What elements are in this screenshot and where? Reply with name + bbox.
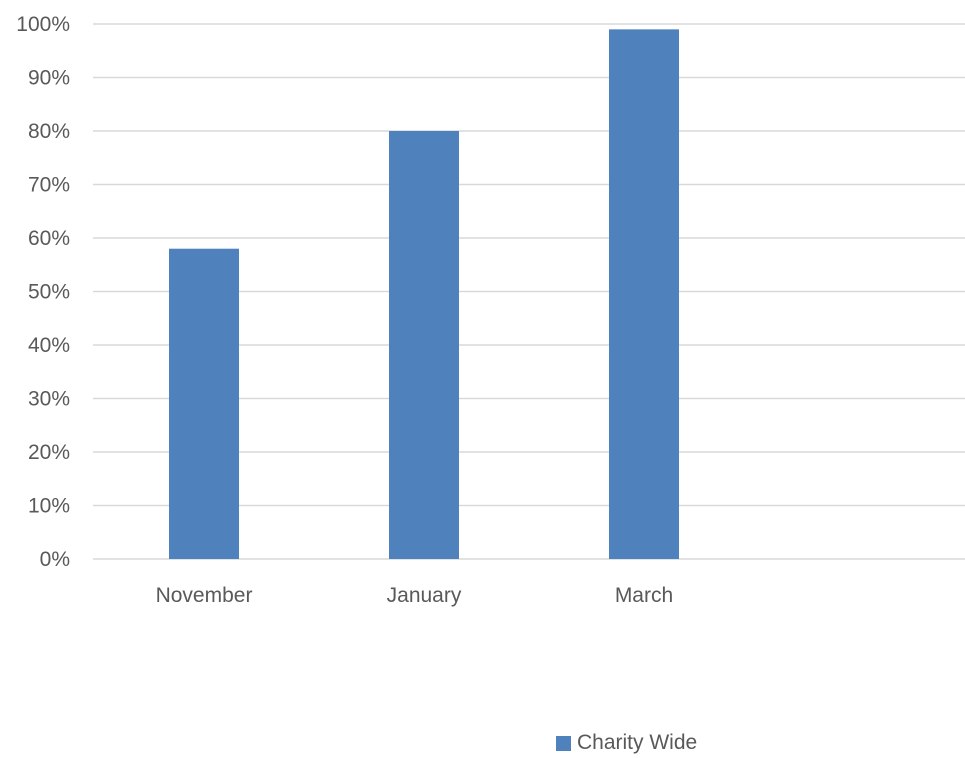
legend: Charity Wide [556, 732, 697, 754]
bar-march [609, 29, 679, 560]
y-tick-label: 50% [28, 281, 70, 304]
y-tick-label: 60% [28, 227, 70, 250]
y-tick-label: 0% [40, 548, 70, 571]
y-tick-label: 70% [28, 174, 70, 197]
legend-label-charity-wide: Charity Wide [577, 731, 698, 754]
bar-january [389, 131, 459, 559]
x-tick-label: January [387, 584, 462, 607]
x-tick-label: March [615, 584, 673, 607]
bar-chart: 0% 10% 20% 30% 40% 50% 60% 70% 80% 90% 100% Novemb… [16, 13, 965, 607]
y-tick-label: 30% [28, 388, 70, 411]
y-axis-tick-labels: 0% 10% 20% 30% 40% 50% 60% 70% 80% 90% 100% [16, 13, 70, 571]
y-tick-label: 10% [28, 495, 70, 518]
x-axis-tick-labels: November January March [156, 584, 674, 607]
y-tick-label: 100% [16, 13, 70, 36]
y-tick-label: 80% [28, 120, 70, 143]
bar-november [169, 248, 239, 559]
x-tick-label: November [156, 584, 253, 607]
legend-swatch-charity-wide [556, 735, 571, 751]
y-tick-label: 20% [28, 441, 70, 464]
y-tick-label: 40% [28, 334, 70, 357]
y-tick-label: 90% [28, 67, 70, 90]
bars [169, 29, 679, 560]
